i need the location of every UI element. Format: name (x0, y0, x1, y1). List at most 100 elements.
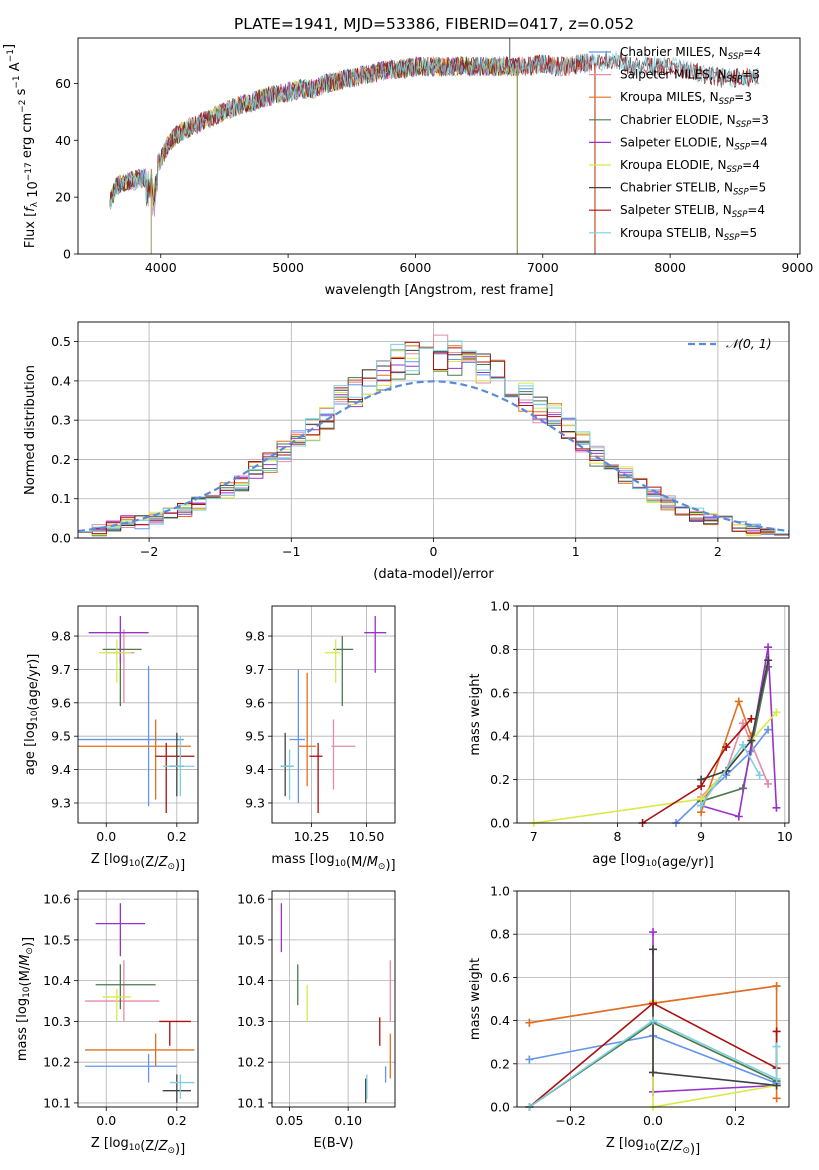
errorbar-point (169, 732, 184, 797)
residual-histogram-panel: −2 −1 0 1 2 0.0 0.1 0.2 0.3 0.4 0.5 (data-model)/er… (23, 321, 790, 582)
weight-line (642, 718, 752, 824)
weight-marker (772, 1042, 781, 1051)
weight-marker (525, 1018, 534, 1027)
weight-marker (764, 725, 773, 734)
legend-entry: Chabrier STELIB, NSSP=5 (620, 181, 766, 198)
errorbar-points (280, 616, 387, 813)
y-tick-label: 0.5 (51, 334, 71, 349)
y-tick-label: 0.3 (51, 413, 71, 428)
axes-frame (77, 605, 199, 824)
x-tick-label: 0.0 (643, 1113, 663, 1128)
errorbar-points (280, 903, 391, 1103)
y-tick-label: 9.4 (245, 762, 265, 777)
weight-series (525, 928, 781, 1111)
y-tick-label: 9.5 (245, 729, 265, 744)
weight-line (652, 949, 777, 1087)
weight-marker (525, 1055, 534, 1064)
x-tick-label: 0.2 (725, 1113, 745, 1128)
x-tick-label: 0.10 (334, 1113, 362, 1128)
errorbar-point (85, 960, 160, 1022)
legend-entry: Salpeter ELODIE, NSSP=4 (620, 135, 768, 152)
y-axis-label: age [log10(age/yr)] (23, 654, 41, 776)
y-tick-label: 0.2 (51, 452, 71, 467)
weight-marker (755, 771, 764, 780)
spectrum-line (109, 50, 760, 208)
x-tick-label: 8 (613, 829, 621, 844)
x-axis-label: Z [log10(Z/Z⊙)] (91, 1136, 185, 1157)
errorbar-point (162, 736, 195, 797)
y-tick-label: 10.4 (237, 973, 265, 988)
axes-frame (271, 605, 396, 824)
y-tick-label: 0.6 (490, 970, 510, 985)
y-tick-label: 0.0 (490, 816, 510, 831)
y-tick-label: 0.8 (490, 642, 510, 657)
y-tick-label: 0.8 (490, 927, 510, 942)
errorbar-point (95, 903, 146, 957)
spectrum-line (109, 51, 759, 206)
x-tick-label: 6000 (400, 260, 432, 275)
y-tick-label: 9.6 (51, 695, 71, 710)
legend-entry: Chabrier MILES, NSSP=4 (620, 45, 761, 62)
x-tick-label: 8000 (654, 260, 686, 275)
weight-series (529, 643, 781, 827)
x-tick-label: −1 (282, 544, 300, 559)
y-tick-label: 0.4 (490, 1013, 510, 1028)
mass-weight-vs-age-panel: 7 8 9 10 0.0 0.2 0.4 0.6 0.8 1.0 age [log10(age/yr… (468, 599, 793, 871)
legend-entry: Salpeter MILES, NSSP=3 (620, 68, 760, 85)
x-axis-label: age [log10(age/yr)] (592, 852, 714, 870)
legend-entry: Kroupa MILES, NSSP=3 (620, 90, 752, 107)
weight-marker (772, 803, 781, 812)
weight-marker (697, 801, 706, 810)
x-tick-label: 0.0 (96, 829, 116, 844)
y-tick-label: 10.1 (43, 1095, 71, 1110)
y-tick-label: 9.8 (245, 629, 265, 644)
weight-marker (764, 643, 773, 652)
weight-marker (649, 999, 657, 1008)
y-tick-label: 9.4 (51, 762, 71, 777)
errorbar-point (324, 639, 341, 683)
x-axis-label: wavelength [Angstrom, rest frame] (325, 283, 554, 298)
mass-vs-ebv-panel: 0.05 0.10 10.1 10.2 10.3 10.4 10.5 10.6 E(B-V) (237, 890, 396, 1151)
histograms (78, 334, 789, 537)
weight-marker (772, 708, 781, 717)
weight-marker (734, 812, 743, 821)
y-tick-label: 0 (63, 247, 71, 262)
normal-curve (78, 380, 789, 533)
histogram-step (78, 341, 789, 535)
y-tick-label: 9.7 (245, 662, 265, 677)
y-tick-label: 10.3 (237, 1014, 265, 1029)
y-tick-label: 0.4 (490, 729, 510, 744)
mass-vs-metallicity-panel: 0.0 0.2 10.1 10.2 10.3 10.4 10.5 10.6 Z [log10(Z… (15, 890, 199, 1157)
y-tick-label: 10.2 (43, 1055, 71, 1070)
axes-frame (271, 890, 396, 1108)
weight-marker (734, 697, 743, 706)
weight-marker (649, 928, 657, 937)
x-tick-label: 5000 (272, 260, 304, 275)
weight-marker (772, 982, 781, 991)
errorbar-point (298, 672, 316, 787)
legend-entry: Kroupa STELIB, NSSP=5 (620, 226, 757, 243)
weight-line (700, 660, 769, 781)
weight-marker (697, 782, 706, 791)
y-axis-label: Normed distribution (23, 365, 38, 495)
x-tick-label: 0.2 (167, 1113, 187, 1128)
x-tick-label: 4000 (145, 260, 177, 275)
errorbar-point (85, 1054, 177, 1083)
x-tick-label: −0.2 (555, 1113, 585, 1128)
y-tick-label: 10.6 (43, 892, 71, 907)
weight-line (528, 1019, 778, 1108)
y-axis-label: Flux [fλ 10−17 erg cm−2 s−1 A−1] (2, 44, 41, 248)
weight-marker (764, 779, 773, 788)
errorbar-point (280, 749, 294, 800)
x-axis-label: mass [log10(M/M⊙)] (271, 852, 395, 873)
x-tick-label: 10.25 (294, 829, 330, 844)
x-tick-label: 0.0 (96, 1113, 116, 1128)
errorbar-point (99, 639, 131, 683)
spectrum-legend: Chabrier MILES, NSSP=4 Salpeter MILES, NS… (589, 45, 769, 243)
y-tick-label: 1.0 (490, 599, 510, 614)
y-axis-label: mass weight (468, 958, 483, 1040)
x-tick-label: 0.2 (167, 829, 187, 844)
x-axis-label: Z [log10(Z/Z⊙)] (91, 852, 185, 873)
weight-line (652, 932, 777, 1093)
